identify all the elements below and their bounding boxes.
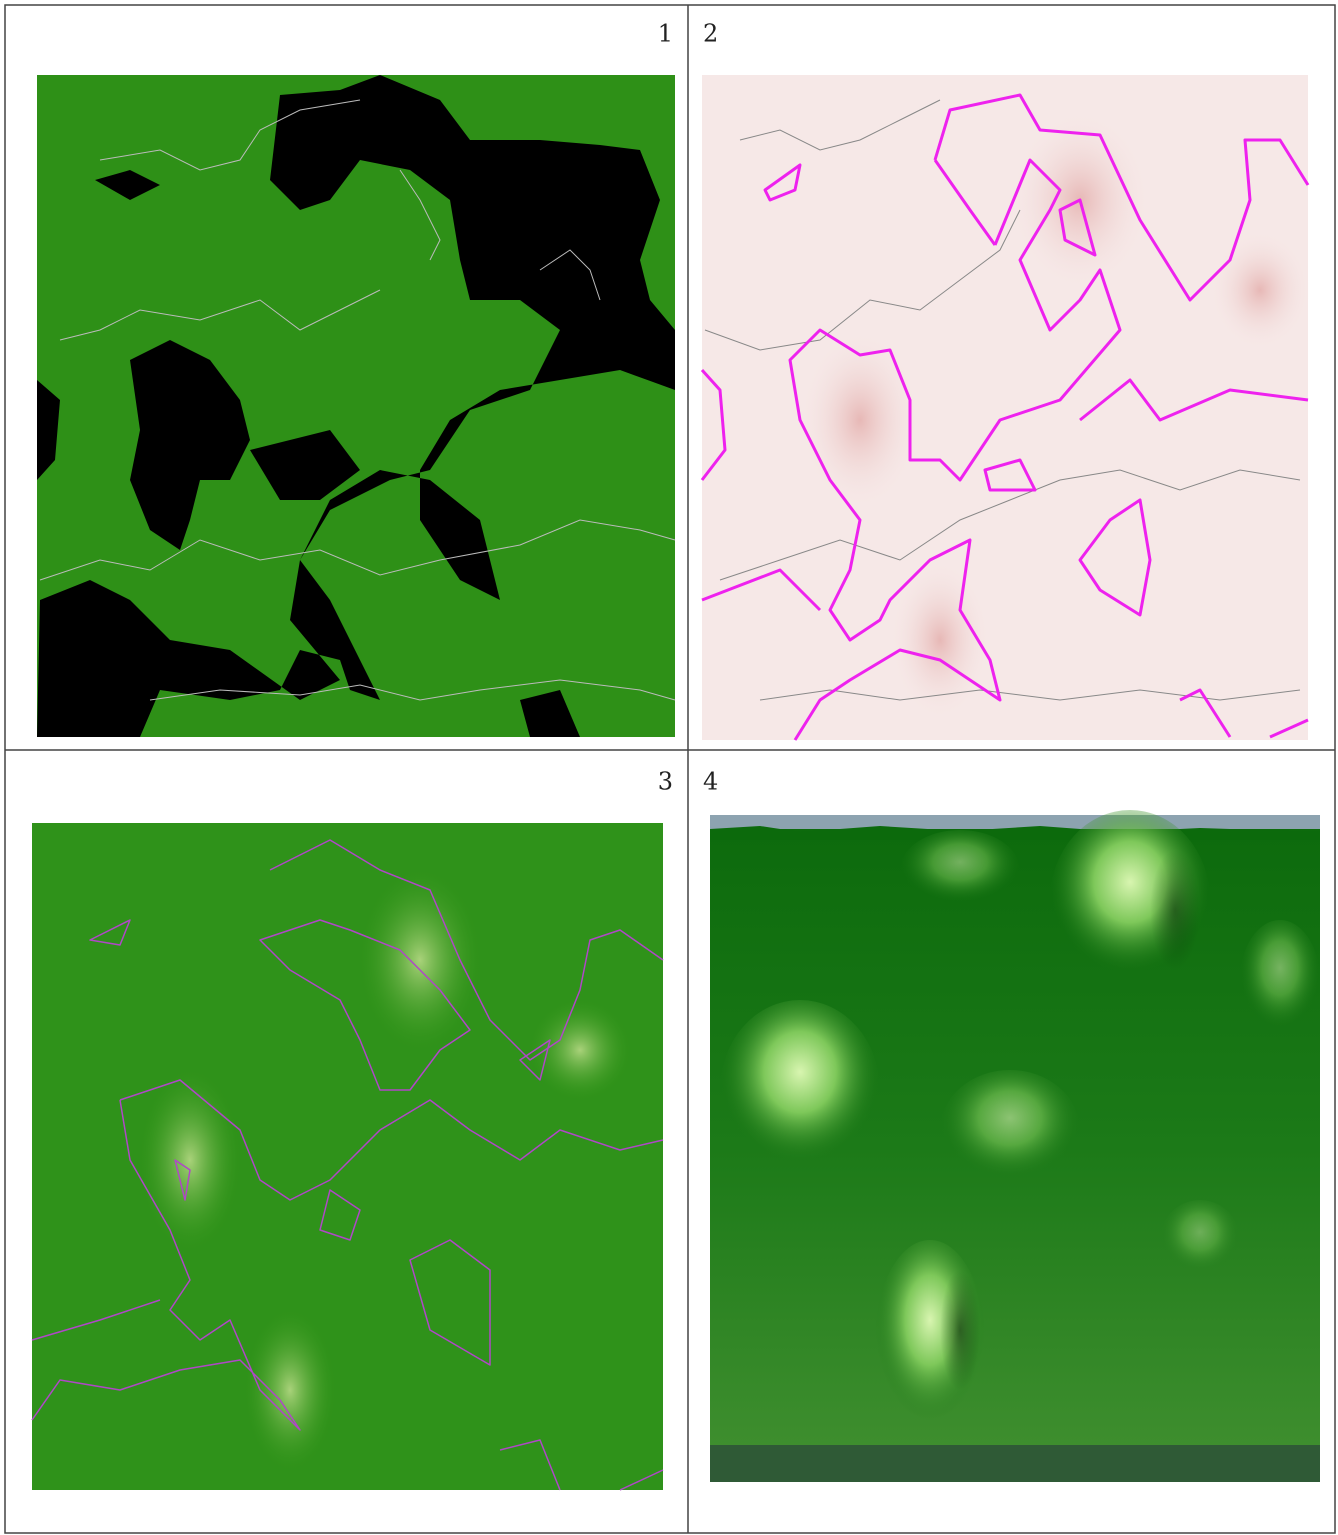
panel-label: 1 bbox=[658, 20, 673, 48]
panel-image-3 bbox=[32, 823, 663, 1490]
panel-image-2 bbox=[702, 75, 1310, 740]
figure-grid: 1 2 3 4 bbox=[0, 0, 1338, 1535]
panel-label: 2 bbox=[703, 20, 718, 48]
panel-label: 3 bbox=[658, 768, 673, 796]
panel-image-1 bbox=[37, 75, 675, 737]
panel-image-4 bbox=[710, 810, 1320, 1482]
panel-label: 4 bbox=[703, 768, 718, 796]
page: 1 2 3 4 bbox=[0, 0, 1338, 1535]
